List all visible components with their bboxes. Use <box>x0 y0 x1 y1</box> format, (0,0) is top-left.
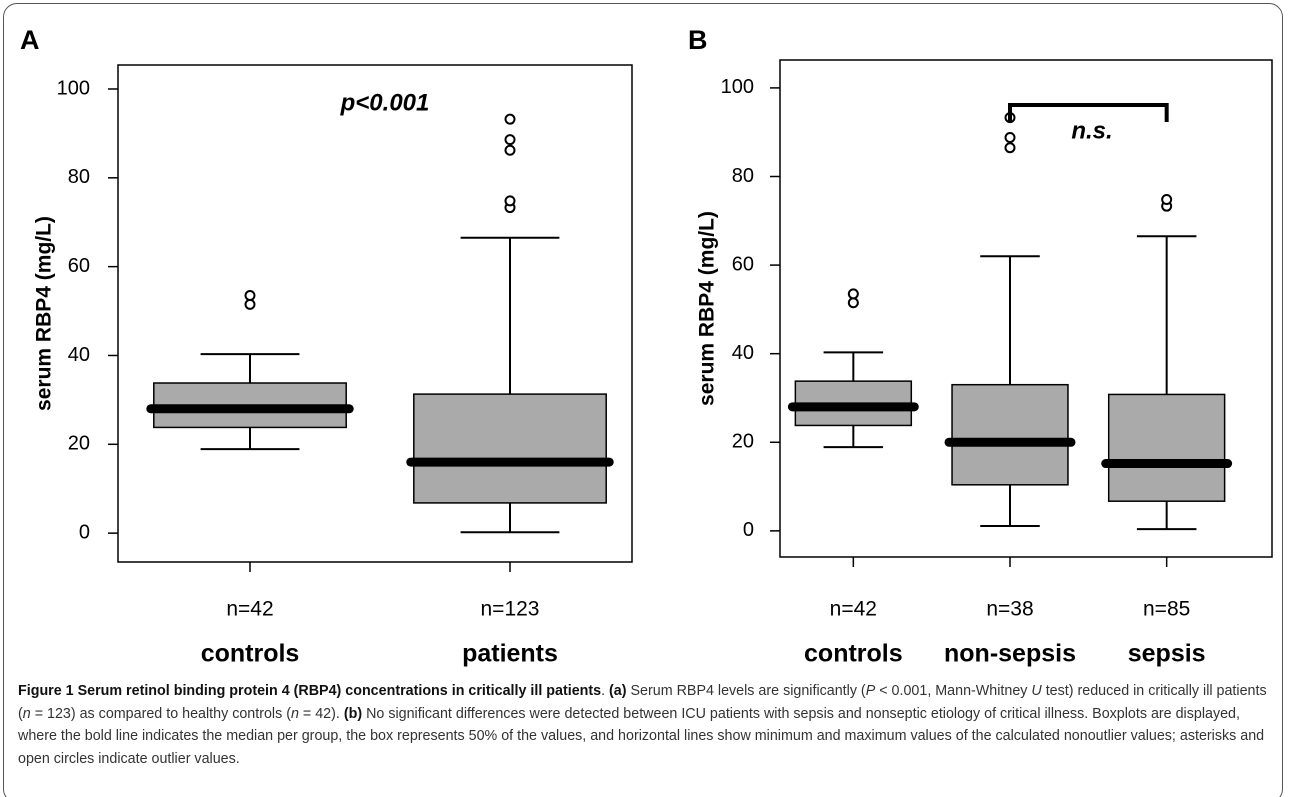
significance-bracket <box>1008 103 1169 122</box>
caption-text: U <box>1031 683 1042 699</box>
outlier <box>244 298 256 310</box>
outlier <box>504 113 516 125</box>
caption: Figure 1 Serum retinol binding protein 4… <box>18 680 1280 770</box>
outlier <box>1161 194 1173 206</box>
y-tick-label: 80 <box>68 166 90 188</box>
y-axis-label: serum RBP4 (mg/L) <box>33 216 56 411</box>
y-tick-label: 100 <box>721 76 754 98</box>
caption-text: (b) <box>343 705 363 722</box>
y-tick-label: 0 <box>79 521 90 543</box>
y-axis-label: serum RBP4 (mg/L) <box>696 211 719 406</box>
n-label: n=38 <box>986 598 1033 621</box>
caption-text: (a) <box>609 683 627 699</box>
caption-text: No significant differences were detected… <box>18 705 1265 767</box>
panel-label: A <box>20 25 40 55</box>
outlier <box>504 144 516 156</box>
x-tick-label: controls <box>201 640 300 668</box>
n-label: n=85 <box>1143 598 1190 621</box>
annotation: p<0.001 <box>340 89 430 116</box>
n-label: n=123 <box>481 598 540 621</box>
caption-text: Serum RBP4 levels are significantly ( <box>626 683 866 699</box>
caption-text: = 42). <box>298 705 344 722</box>
outlier <box>1004 132 1016 144</box>
y-tick-label: 40 <box>68 344 90 366</box>
caption-text: < 0.001, Mann-Whitney <box>875 683 1032 699</box>
y-tick-label: 100 <box>57 77 90 99</box>
outlier <box>847 288 859 300</box>
y-tick-label: 60 <box>732 253 754 275</box>
x-tick-label: non-sepsis <box>944 640 1076 668</box>
caption-title: Figure 1 Serum retinol binding protein 4… <box>18 683 602 699</box>
box <box>413 393 607 504</box>
caption-text: . <box>601 683 610 699</box>
figure-border <box>3 3 1283 797</box>
caption-text: = 123) as compared to healthy controls ( <box>30 705 291 722</box>
outlier <box>847 297 859 309</box>
x-tick-label: patients <box>462 640 558 668</box>
outlier <box>504 195 516 207</box>
y-tick-label: 20 <box>68 433 90 455</box>
box <box>951 383 1069 486</box>
y-tick-label: 0 <box>743 519 754 541</box>
caption-text: n <box>22 705 31 722</box>
outlier <box>244 290 256 302</box>
caption-text: P <box>865 683 876 699</box>
caption-text: test) reduced in critically ill patients… <box>18 683 1267 722</box>
outlier <box>504 134 516 146</box>
plot-frame <box>779 59 1273 558</box>
annotation: n.s. <box>1071 117 1112 144</box>
box <box>1107 393 1226 502</box>
y-tick-label: 40 <box>732 342 754 364</box>
y-tick-label: 60 <box>68 255 90 277</box>
outlier <box>1004 142 1016 154</box>
n-label: n=42 <box>226 598 273 621</box>
x-tick-label: controls <box>804 640 903 668</box>
x-tick-label: sepsis <box>1128 640 1206 668</box>
plot-frame <box>117 64 633 563</box>
n-label: n=42 <box>830 598 877 621</box>
y-tick-label: 80 <box>732 165 754 187</box>
caption-text: n <box>290 705 299 722</box>
y-tick-label: 20 <box>732 431 754 453</box>
panel-label: B <box>688 25 708 55</box>
